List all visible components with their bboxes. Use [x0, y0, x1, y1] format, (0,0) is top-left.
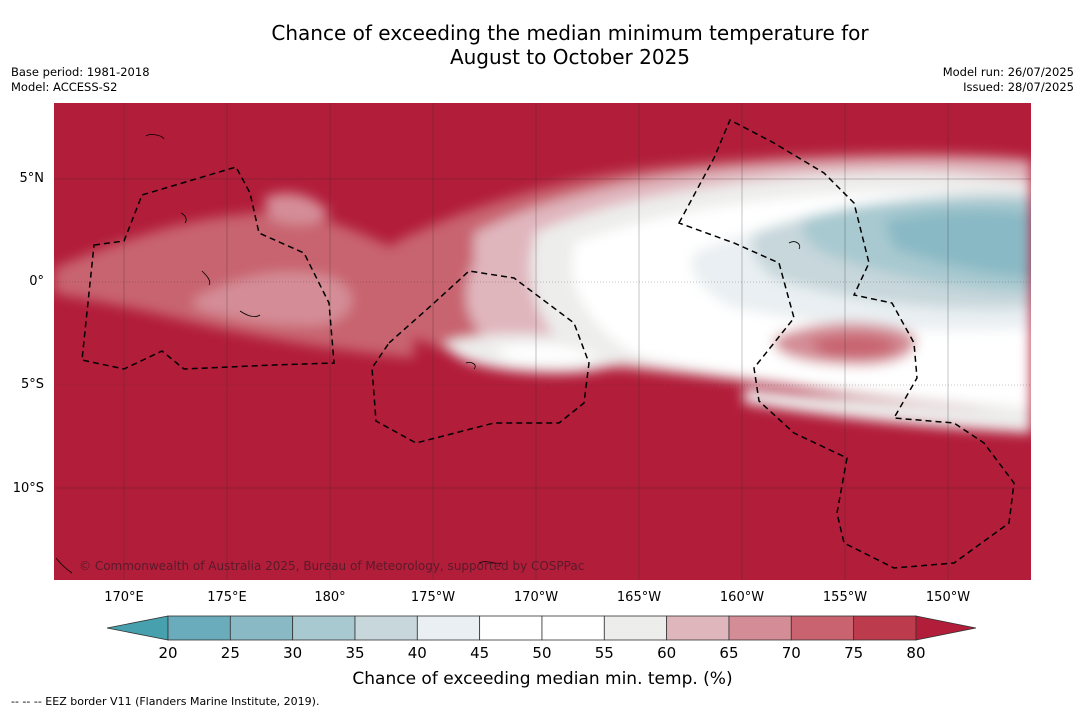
issued-date: Issued: 28/07/2025 [963, 80, 1074, 94]
colorbar-cell [354, 615, 418, 641]
lon-tick-165w: 165°W [616, 590, 662, 605]
lat-tick-10s: 10°S [12, 481, 44, 496]
lon-tick-150w: 150°W [925, 590, 971, 605]
colorbar-cell [790, 615, 855, 641]
colorbar-tick-label: 35 [345, 644, 365, 662]
colorbar-cell [853, 615, 917, 641]
lat-tick-5s: 5°S [20, 377, 44, 392]
colorbar-tick-label: 40 [407, 644, 427, 662]
base-period: Base period: 1981-2018 [11, 65, 150, 79]
colorbar-cell [229, 615, 294, 641]
lon-tick-180: 180° [314, 590, 346, 605]
colorbar-cell [666, 615, 730, 641]
lon-tick-175w: 175°W [410, 590, 456, 605]
graticule [54, 103, 1031, 580]
colorbar-tick-label: 80 [906, 644, 926, 662]
title-line-2: August to October 2025 [449, 45, 691, 69]
colorbar-tick-label: 45 [470, 644, 490, 662]
colorbar-cell [167, 615, 231, 641]
colorbar-cell [603, 615, 668, 641]
colorbar [106, 615, 977, 641]
colorbar-tick-label: 25 [220, 644, 240, 662]
colorbar-cell [292, 615, 356, 641]
islands [55, 134, 801, 574]
eez-footnote: -- -- -- EEZ border V11 (Flanders Marine… [11, 695, 320, 708]
eez-borders [81, 118, 1015, 569]
chart-title: Chance of exceeding the median minimum t… [0, 21, 1085, 69]
colorbar-tick-label: 55 [594, 644, 614, 662]
lat-tick-0: 0° [29, 274, 44, 289]
copyright-notice: © Commonwealth of Australia 2025, Bureau… [79, 559, 585, 573]
meta-left: Base period: 1981-2018 Model: ACCESS-S2 [11, 65, 150, 95]
model-run: Model run: 26/07/2025 [942, 65, 1074, 79]
map-canvas [54, 103, 1031, 580]
lon-tick-170e: 170°E [104, 590, 144, 605]
lat-tick-5n: 5°N [19, 171, 45, 186]
colorbar-cell [541, 615, 605, 641]
colorbar-tick-label: 50 [532, 644, 552, 662]
colorbar-tick-label: 65 [719, 644, 739, 662]
colorbar-tick-label: 70 [781, 644, 801, 662]
colorbar-tick-label: 30 [283, 644, 303, 662]
lon-tick-175e: 175°E [207, 590, 247, 605]
colorbar-title: Chance of exceeding median min. temp. (%… [352, 669, 733, 689]
colorbar-extend-high [915, 615, 977, 641]
colorbar-cell [479, 615, 543, 641]
model-name: Model: ACCESS-S2 [11, 80, 118, 94]
colorbar-tick-label: 60 [657, 644, 677, 662]
meta-right: Model run: 26/07/2025 Issued: 28/07/2025 [943, 65, 1074, 95]
colorbar-tick-label: 20 [158, 644, 178, 662]
colorbar-cell [416, 615, 481, 641]
colorbar-cell [728, 615, 792, 641]
lon-tick-160w: 160°W [719, 590, 765, 605]
lon-tick-170w: 170°W [513, 590, 559, 605]
colorbar-tick-label: 75 [844, 644, 864, 662]
colorbar-extend-low [106, 615, 169, 641]
probability-field [54, 152, 1031, 434]
forecast-map [54, 103, 1031, 580]
lon-tick-155w: 155°W [822, 590, 868, 605]
title-line-1: Chance of exceeding the median minimum t… [271, 21, 869, 45]
